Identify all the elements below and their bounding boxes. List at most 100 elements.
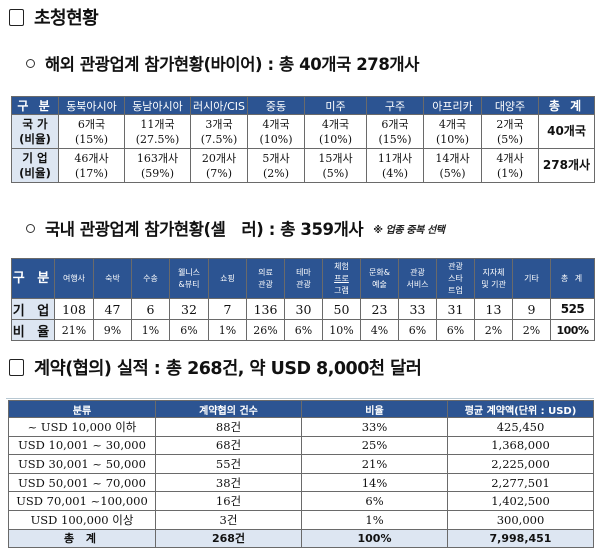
total-cell: 268건 [155, 528, 302, 549]
category-line: 및 기관 [481, 279, 506, 289]
cell-count: 20개사 [201, 151, 237, 165]
cell-count: 14개사 [435, 151, 470, 165]
contract-results-table: 분류 계약협의 건수 비율 평균 계약액(단위 : USD) ~ USD 10,… [8, 400, 594, 549]
table-cell: 5개사 (2%) [247, 148, 305, 183]
header-cell: 구주 [366, 96, 424, 115]
header-cell: 구 분 [11, 258, 55, 299]
row-label-line2: (비율) [19, 131, 51, 146]
table-cell: 13 [474, 298, 513, 320]
table-cell: 16건 [155, 491, 302, 511]
header-cell: 동남아시아 [124, 96, 191, 115]
table-cell: 32 [169, 298, 209, 320]
cell-count: 46개사 [74, 151, 109, 165]
overseas-heading-text: 해외 관광업계 참가현황(바이어) : 총 40개국 278개사 [45, 55, 419, 74]
cell-ratio: (27.5%) [135, 132, 180, 146]
category-line: 지자체 [482, 267, 505, 277]
row-label-line2: (비율) [19, 165, 51, 180]
table-cell: 68건 [155, 435, 302, 456]
category-header: 쇼핑 [208, 258, 247, 299]
cell-ratio: (15%) [378, 132, 412, 146]
table-cell: 31 [436, 298, 475, 320]
table-cell: 11개국 (27.5%) [124, 114, 191, 149]
cell-count: 3개국 [205, 117, 233, 131]
table-cell: 6% [436, 319, 475, 341]
table-cell: 425,450 [447, 417, 594, 437]
table-row-companies: 기 업 108 47 6 32 7 136 30 50 23 33 31 13 … [11, 298, 595, 320]
cell-count: 2개국 [496, 117, 524, 131]
table-cell: 1% [301, 509, 448, 530]
table-cell: USD 70,001 ~100,000 [8, 491, 156, 511]
table-cell: 47 [93, 298, 132, 320]
category-line: 관광 [296, 279, 311, 289]
section-title-invitation: 초청현황 [9, 6, 99, 29]
category-header: 문화& 예술 [360, 258, 399, 299]
cell-count: 6개국 [77, 117, 106, 131]
cell-count: 4개사 [496, 151, 524, 165]
cell-ratio: (15%) [74, 132, 109, 146]
domestic-heading-text: 국내 관광업계 참가현황(셀 러) : 총 359개사 [45, 220, 364, 239]
cell-count: 6개국 [381, 117, 409, 131]
row-label: 비 율 [11, 319, 55, 341]
row-label: 기 업 (비율) [11, 148, 59, 183]
table-cell: 3개국 (7.5%) [190, 114, 248, 149]
overseas-heading: 해외 관광업계 참가현황(바이어) : 총 40개국 278개사 [26, 52, 419, 74]
header-cell: 동북아시아 [58, 96, 125, 115]
cell-ratio: (4%) [381, 166, 409, 180]
cell-count: 4개국 [438, 117, 467, 131]
table-total-row: 총 계 268건 100% 7,998,451 [8, 528, 594, 549]
table-row: ~ USD 10,000 이하 88건 33% 425,450 [8, 417, 594, 437]
table-cell: ~ USD 10,000 이하 [8, 417, 156, 437]
table-cell: 20개사 (7%) [190, 148, 248, 183]
table-cell: 9 [512, 298, 551, 320]
row-label: 국 가 (비율) [11, 114, 59, 149]
table-cell: 2% [512, 319, 551, 341]
category-line: &뷰티 [178, 279, 200, 289]
section-title-text: 초청현황 [34, 8, 99, 29]
cell-ratio: (7%) [205, 166, 233, 180]
table-cell: 4개국 (10%) [247, 114, 305, 149]
table-cell: 7 [208, 298, 247, 320]
table-cell: 6개국 (15%) [366, 114, 424, 149]
table-cell: 23 [360, 298, 399, 320]
cell-ratio: (1%) [496, 166, 524, 180]
category-line: 의료 [258, 267, 273, 277]
overseas-participation-table: 구 분 동북아시아 동남아시아 러시아/CIS 중동 미주 구주 아프리카 대양… [11, 96, 595, 183]
header-cell: 구 분 [11, 96, 59, 115]
circle-bullet-icon [26, 58, 35, 68]
category-line: 그램 [334, 285, 349, 295]
total-cell: 7,998,451 [447, 528, 594, 549]
table-cell: USD 50,001 ~ 70,000 [8, 472, 156, 493]
table-row: USD 100,000 이상 3건 1% 300,000 [8, 509, 594, 530]
total-cell: 40개국 [538, 114, 595, 149]
table-cell: 21% [54, 319, 94, 341]
table-cell: 21% [301, 454, 448, 474]
cell-ratio: (5%) [439, 166, 466, 180]
divider-line [6, 398, 594, 399]
table-cell: 9% [93, 319, 132, 341]
table-cell: 1% [131, 319, 170, 341]
table-cell: 6% [284, 319, 323, 341]
table-cell: 163개사 (59%) [124, 148, 191, 183]
table-cell: 108 [54, 298, 94, 320]
header-cell: 미주 [304, 96, 367, 115]
table-header-row: 분류 계약협의 건수 비율 평균 계약액(단위 : USD) [8, 400, 594, 418]
category-line: 관광 [448, 261, 463, 271]
category-header: 테마 관광 [284, 258, 323, 299]
table-header-row: 구 분 여행사 숙박 수송 웰니스 &뷰티 쇼핑 의료 관광 테마 관광 체험 프로 그램… [11, 258, 595, 299]
category-line: 수송 [143, 273, 158, 283]
cell-ratio: (10%) [435, 132, 470, 146]
table-row-countries: 국 가 (비율) 6개국 (15%) 11개국 (27.5%) 3개국 (7.5%) 4… [11, 114, 595, 149]
checkbox-bullet-icon [9, 8, 24, 26]
total-cell: 278개사 [538, 148, 595, 183]
table-row: USD 10,001 ~ 30,000 68건 25% 1,368,000 [8, 435, 594, 456]
category-line: 관광 [258, 279, 273, 289]
total-cell: 총 계 [8, 528, 156, 549]
cell-count: 4개국 [262, 117, 290, 131]
table-header-row: 구 분 동북아시아 동남아시아 러시아/CIS 중동 미주 구주 아프리카 대양… [11, 96, 595, 115]
table-cell: USD 100,000 이상 [8, 509, 156, 530]
table-cell: 33 [398, 298, 437, 320]
category-header: 기타 [512, 258, 551, 299]
table-cell: 6개국 (15%) [58, 114, 125, 149]
